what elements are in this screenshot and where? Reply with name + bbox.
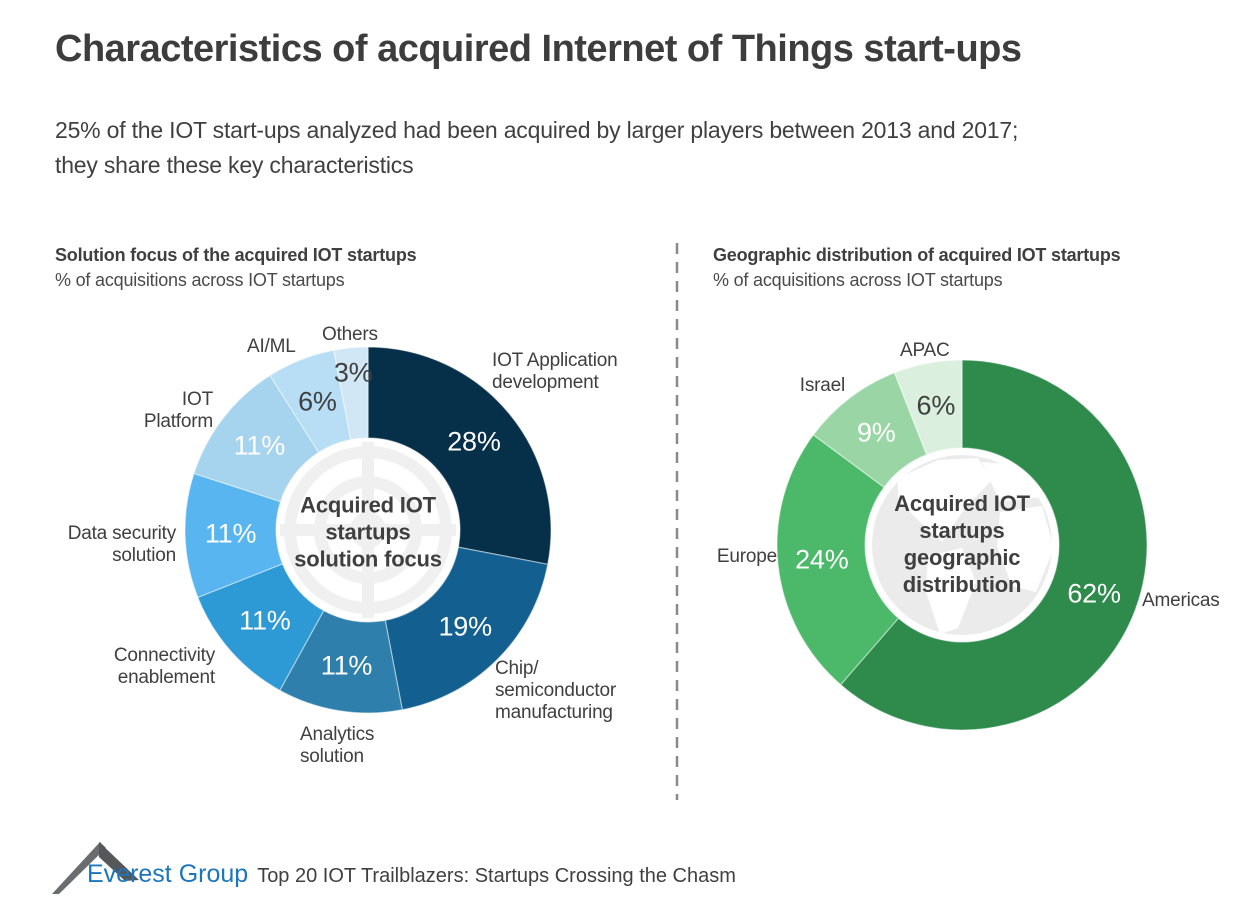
category-label-iot-platform: IOT Platform <box>143 389 213 432</box>
slice-data-security-solution <box>184 472 284 599</box>
right-donut-center-label: Acquired IOT startups geographic distrib… <box>894 491 1030 597</box>
value-label-connectivity-enablement: 11% <box>239 605 291 636</box>
category-label-data-security-solution: Data security solution <box>67 523 176 566</box>
slice-europe <box>776 434 900 686</box>
value-label-iot-platform: 11% <box>233 430 286 461</box>
category-label-ai-ml: AI/ML <box>247 336 296 357</box>
value-label-chip-semiconductor-manufacturing: 19% <box>438 611 492 642</box>
category-label-apac: APAC <box>900 340 950 361</box>
value-label-apac: 6% <box>916 390 956 421</box>
slice-apac <box>893 359 963 456</box>
value-label-data-security-solution: 11% <box>204 518 257 549</box>
value-label-europe: 24% <box>795 544 849 575</box>
page-subtitle: 25% of the IOT start-ups analyzed had be… <box>55 117 1019 178</box>
category-label-americas: Americas <box>1142 590 1220 611</box>
mountain-icon <box>52 842 139 894</box>
value-label-others: 3% <box>333 357 373 388</box>
value-label-iot-application-development: 28% <box>447 426 501 457</box>
slice-analytics-solution <box>279 609 403 714</box>
right-chart-subtitle: % of acquisitions across IOT startups <box>713 270 1003 290</box>
slice-iot-platform <box>193 374 320 503</box>
value-label-israel: 9% <box>856 417 896 448</box>
target-watermark-icon <box>280 442 456 618</box>
category-label-analytics-solution: Analytics solution <box>300 724 375 767</box>
globe-watermark-icon <box>872 455 1052 635</box>
slice-chip-semiconductor-manufacturing <box>384 546 549 711</box>
page-title: Characteristics of acquired Internet of … <box>55 28 1022 70</box>
left-chart-title: Solution focus of the acquired IOT start… <box>55 245 417 265</box>
category-label-europe: Europe <box>716 546 777 567</box>
solution-focus-donut <box>184 346 552 714</box>
value-label-americas: 62% <box>1067 578 1121 609</box>
footer: Everest Group Top 20 IOT Trailblazers: S… <box>87 860 736 889</box>
left-chart-subtitle: % of acquisitions across IOT startups <box>55 270 345 290</box>
category-label-connectivity-enablement: Connectivity enablement <box>113 645 215 688</box>
slice-ai-ml <box>269 349 352 454</box>
everest-group-logo-text: Everest Group <box>87 860 249 888</box>
slice-connectivity-enablement <box>197 563 325 692</box>
slice-israel <box>812 371 928 489</box>
slice-americas <box>839 359 1148 731</box>
right-chart-title: Geographic distribution of acquired IOT … <box>713 245 1121 265</box>
slice-others <box>333 346 369 441</box>
category-label-israel: Israel <box>799 375 845 396</box>
category-label-chip-semiconductor-manufacturing: Chip/ semiconductor manufacturing <box>495 658 616 723</box>
value-label-ai-ml: 6% <box>298 386 337 417</box>
geographic-distribution-donut <box>776 359 1148 731</box>
value-label-analytics-solution: 11% <box>320 650 373 681</box>
left-donut-center-label: Acquired IOT startups solution focus <box>294 492 442 572</box>
slice-iot-application-development <box>367 346 552 565</box>
footer-tagline: Top 20 IOT Trailblazers: Startups Crossi… <box>257 865 736 887</box>
category-label-iot-application-development: IOT Application development <box>492 350 618 393</box>
category-label-others: Others <box>322 324 378 345</box>
